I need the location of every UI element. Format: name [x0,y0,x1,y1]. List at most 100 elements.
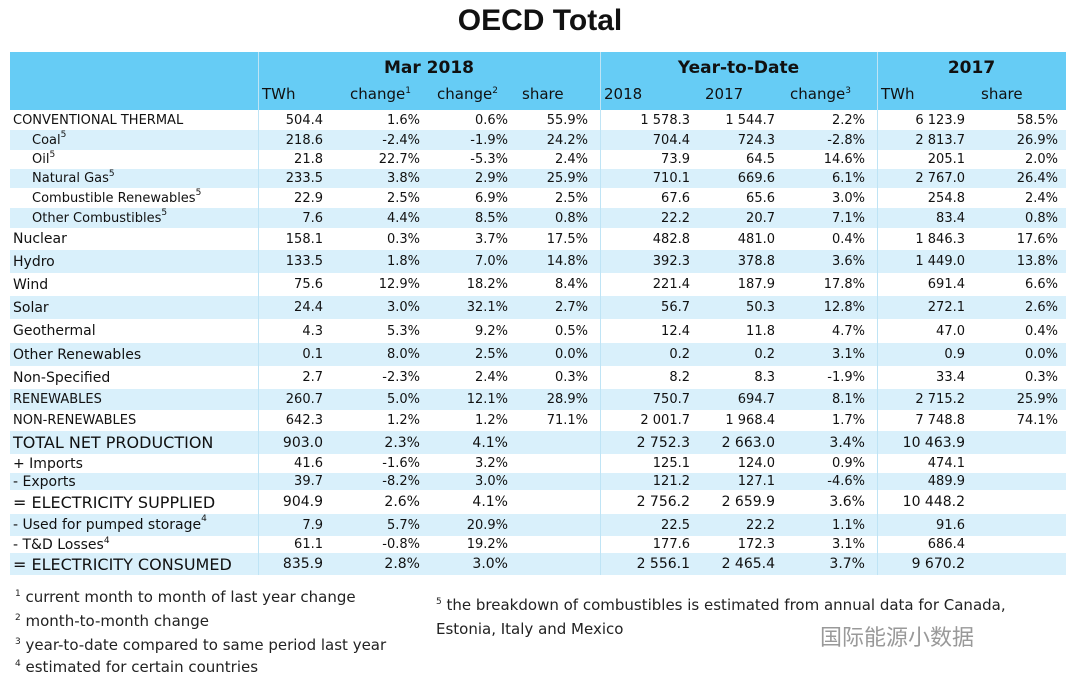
row-label-text: Other Renewables [13,346,142,363]
footnote-ref: 1 [405,86,411,96]
column-header-text: TWh [262,85,296,103]
cell: 2 752.3 [636,434,690,451]
cell: 4.1% [472,434,508,451]
cell: 2.4% [1024,190,1058,206]
cell: 83.4 [936,210,965,226]
cell: 3.6% [831,254,865,269]
cell: 2.2% [831,113,865,128]
column-header: change3 [790,85,851,103]
cell: 26.9% [1016,132,1058,148]
cell: -5.3% [470,152,508,167]
row-label: Natural Gas 5 [32,169,115,188]
row-label-text: Natural Gas [32,171,109,186]
cell: 22.7% [378,152,420,167]
row-label-text: Coal [32,132,61,148]
footnote-ref: 5 [108,169,115,179]
table-row: Oil 5 21.8 22.7% -5.3% 2.4% 73.9 64.5 14.6% 205.1… [10,150,1066,169]
row-label: Geothermal [13,319,96,343]
cell: 2 663.0 [721,434,775,451]
cell: 2 756.2 [636,494,690,510]
cell: 378.8 [737,254,775,269]
cell: 32.1% [466,300,508,315]
cell: 2 767.0 [915,171,965,186]
cell: 3.0% [472,556,508,572]
footnote-ref: 4 [103,536,110,546]
footnote-ref: 5 [195,188,202,198]
cell: 0.4% [1024,323,1058,339]
cell: 3.1% [831,537,865,552]
footnote-mark: 3 [15,637,21,647]
watermark: 国际能源小数据 [820,626,975,651]
cell: 25.9% [546,171,588,186]
footnote: 4 estimated for certain countries [15,658,258,676]
cell: 61.1 [294,537,323,552]
cell: 254.8 [927,190,965,206]
cell: 22.5 [661,517,690,533]
column-header-text: share [522,85,564,103]
cell: 2.4% [554,152,588,167]
column-separator [877,52,878,575]
row-label: CONVENTIONAL THERMAL [13,111,183,130]
cell: 0.2 [669,347,690,362]
cell: 3.7% [474,231,508,247]
footnote-ref: 5 [161,208,168,218]
row-label: = ELECTRICITY CONSUMED [13,553,232,575]
cell: 1.6% [386,113,420,128]
cell: 4.7% [831,323,865,339]
cell: 127.1 [737,474,775,489]
cell: 7.9 [302,517,323,533]
table-row: TOTAL NET PRODUCTION 903.0 2.3% 4.1% 2 752.3… [10,431,1066,454]
cell: 2.6% [1024,300,1058,315]
cell: 2 001.7 [640,413,690,428]
table-row: Coal 5 218.6 -2.4% -1.9% 24.2% 704.4 724.3 -2.8%… [10,130,1066,150]
cell: 58.5% [1016,113,1058,128]
cell: 1.2% [474,413,508,428]
cell: 7.0% [474,254,508,269]
cell: 474.1 [927,456,965,471]
row-label: NON-RENEWABLES [13,410,136,431]
cell: -2.8% [827,132,865,148]
cell: 9 670.2 [911,556,965,572]
cell: 704.4 [652,132,690,148]
cell: 669.6 [737,171,775,186]
cell: 121.2 [652,474,690,489]
column-header: TWh [881,85,915,103]
cell: 65.6 [746,190,775,206]
footnote-mark: 1 [15,589,21,599]
column-header: TWh [262,85,296,103]
cell: 21.8 [294,152,323,167]
cell: 5.0% [386,392,420,407]
table-row: Solar 24.4 3.0% 32.1% 2.7% 56.7 50.3 12.8% 272.1… [10,296,1066,319]
cell: 2.5% [474,347,508,362]
cell: 124.0 [737,456,775,471]
cell: 1.1% [831,517,865,533]
row-label: Non-Specified [13,366,110,389]
cell: 41.6 [294,456,323,471]
cell: 2 465.4 [721,556,775,572]
cell: 0.9% [831,456,865,471]
cell: 1 578.3 [640,113,690,128]
cell: 0.8% [554,210,588,226]
cell: 0.6% [474,113,508,128]
row-label: - T&D Losses 4 [13,536,110,553]
cell: 17.6% [1016,231,1058,247]
cell: 12.8% [823,300,865,315]
cell: 14.8% [546,254,588,269]
cell: 3.6% [829,494,865,510]
cell: 74.1% [1016,413,1058,428]
footnote-mark: 4 [15,659,21,669]
cell: 2 813.7 [915,132,965,148]
cell: 13.8% [1016,254,1058,269]
cell: 17.8% [823,277,865,292]
cell: 187.9 [737,277,775,292]
row-label-text: NON-RENEWABLES [13,413,137,428]
column-separator [600,52,601,575]
cell: 835.9 [282,556,323,572]
footnote-text: year-to-date compared to same period las… [25,636,387,654]
cell: 91.6 [936,517,965,533]
cell: 177.6 [652,537,690,552]
table-row: Other Renewables 0.1 8.0% 2.5% 0.0% 0.2 0.2 3.1… [10,343,1066,366]
cell: 1 968.4 [725,413,775,428]
footnote-text: current month to month of last year chan… [25,588,356,606]
table-row: Natural Gas 5 233.5 3.8% 2.9% 25.9% 710.1 669.6… [10,169,1066,188]
